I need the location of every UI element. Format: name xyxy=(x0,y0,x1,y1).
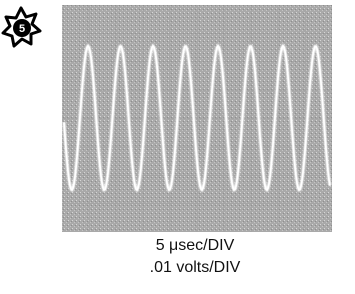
figure: 5 5 μsec/DIV .01 volts/DIV xyxy=(0,0,355,289)
caption-time: 5 μsec/DIV xyxy=(156,237,235,254)
oscilloscope-screen xyxy=(62,5,332,232)
caption-volts: .01 volts/DIV xyxy=(150,259,241,276)
badge: 5 xyxy=(3,8,40,46)
badge-number: 5 xyxy=(19,23,25,35)
